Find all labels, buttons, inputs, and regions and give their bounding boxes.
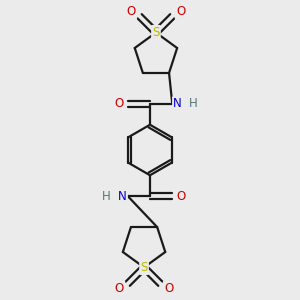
Text: N: N	[173, 98, 182, 110]
Text: O: O	[176, 5, 185, 18]
Text: S: S	[152, 26, 160, 39]
Text: O: O	[115, 282, 124, 295]
Text: N: N	[118, 190, 127, 202]
Text: H: H	[102, 190, 111, 202]
Text: O: O	[176, 190, 185, 202]
Text: O: O	[127, 5, 136, 18]
Text: H: H	[189, 98, 198, 110]
Text: S: S	[140, 261, 148, 274]
Text: O: O	[164, 282, 173, 295]
Text: O: O	[115, 98, 124, 110]
